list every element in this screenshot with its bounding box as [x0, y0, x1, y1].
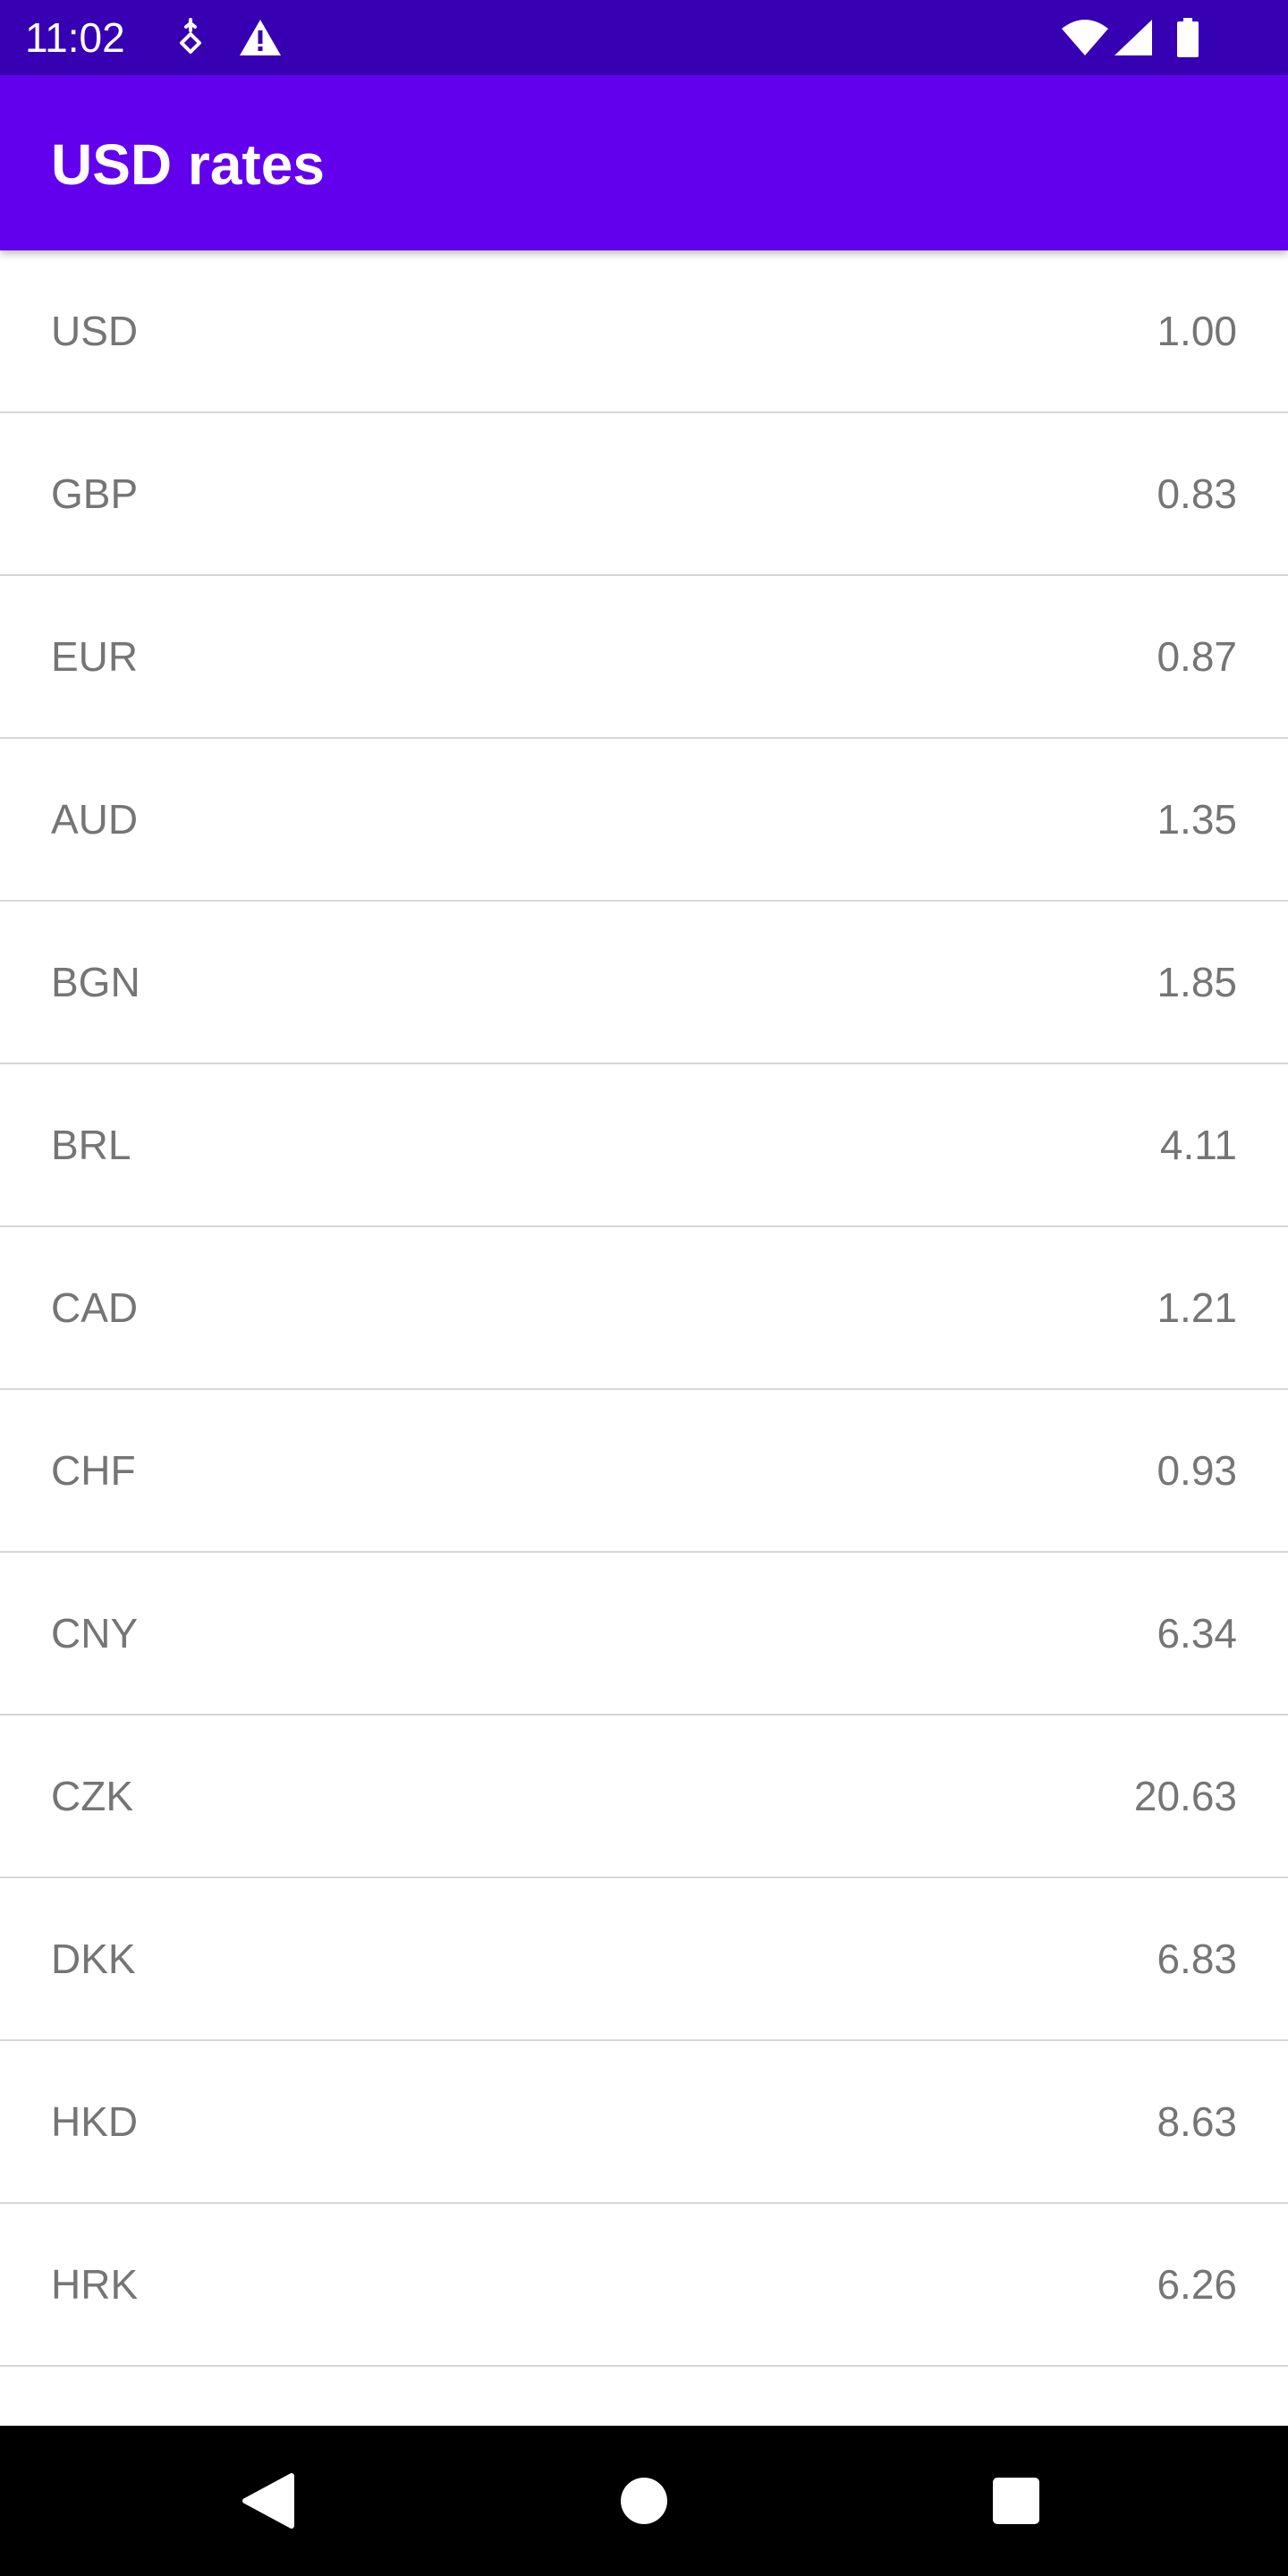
back-icon[interactable] [233, 2465, 304, 2537]
list-item[interactable]: CAD 1.21 [0, 1227, 1288, 1390]
currency-rate: 0.93 [1157, 1447, 1237, 1494]
navigation-bar [0, 2426, 1288, 2576]
list-item[interactable]: DKK 6.83 [0, 1878, 1288, 2041]
currency-rate: 20.63 [1133, 1773, 1237, 1819]
currency-code: CNY [51, 1610, 139, 1657]
warning-icon [240, 20, 281, 55]
currency-rate: 8.63 [1157, 2098, 1237, 2145]
currency-rate: 0.83 [1157, 470, 1237, 517]
list-item[interactable]: BRL 4.11 [0, 1064, 1288, 1227]
wifi-icon [1062, 20, 1108, 55]
home-icon[interactable] [608, 2465, 680, 2537]
currency-code: BRL [51, 1122, 131, 1168]
status-time: 11:02 [25, 14, 125, 61]
currency-code: HKD [51, 2098, 139, 2145]
vpn-key-icon [180, 18, 201, 54]
currency-rate: 6.34 [1157, 1610, 1237, 1657]
page-title: USD rates [51, 132, 325, 197]
currency-code: CZK [51, 1773, 133, 1819]
currency-rate: 0.87 [1157, 633, 1237, 680]
currency-code: DKK [51, 1936, 136, 1982]
list-item[interactable]: CNY 6.34 [0, 1553, 1288, 1716]
currency-code: USD [51, 308, 139, 354]
currency-rate: 4.11 [1159, 1122, 1237, 1168]
list-item[interactable]: HKD 8.63 [0, 2041, 1288, 2204]
currency-rate: 1.85 [1157, 959, 1237, 1005]
currency-rate: 1.35 [1157, 796, 1237, 843]
currency-code: BGN [51, 959, 140, 1005]
list-item[interactable]: BGN 1.85 [0, 902, 1288, 1064]
currency-code: EUR [51, 633, 139, 680]
currency-rate: 6.83 [1157, 1936, 1237, 1982]
currency-code: HRK [51, 2261, 139, 2308]
recents-icon[interactable] [980, 2465, 1052, 2537]
list-item[interactable]: USD 1.00 [0, 250, 1288, 413]
currency-code: GBP [51, 470, 139, 517]
currency-code: CHF [51, 1447, 136, 1494]
cell-signal-icon [1114, 20, 1152, 55]
currency-rate: 1.21 [1157, 1284, 1237, 1331]
list-item[interactable]: CZK 20.63 [0, 1716, 1288, 1878]
battery-icon [1177, 18, 1199, 57]
list-item[interactable]: AUD 1.35 [0, 739, 1288, 902]
currency-rate: 1.00 [1157, 308, 1237, 354]
list-item[interactable]: EUR 0.87 [0, 576, 1288, 739]
app-bar: USD rates [0, 75, 1288, 250]
status-bar: 11:02 [0, 0, 1288, 75]
rates-list[interactable]: USD 1.00 GBP 0.83 EUR 0.87 AUD 1.35 BGN … [0, 250, 1288, 2426]
list-item[interactable]: GBP 0.83 [0, 413, 1288, 576]
currency-code: CAD [51, 1284, 139, 1331]
list-item[interactable]: CHF 0.93 [0, 1390, 1288, 1553]
currency-code: AUD [51, 796, 139, 843]
currency-rate: 6.26 [1157, 2261, 1237, 2308]
list-item[interactable]: HRK 6.26 [0, 2204, 1288, 2367]
